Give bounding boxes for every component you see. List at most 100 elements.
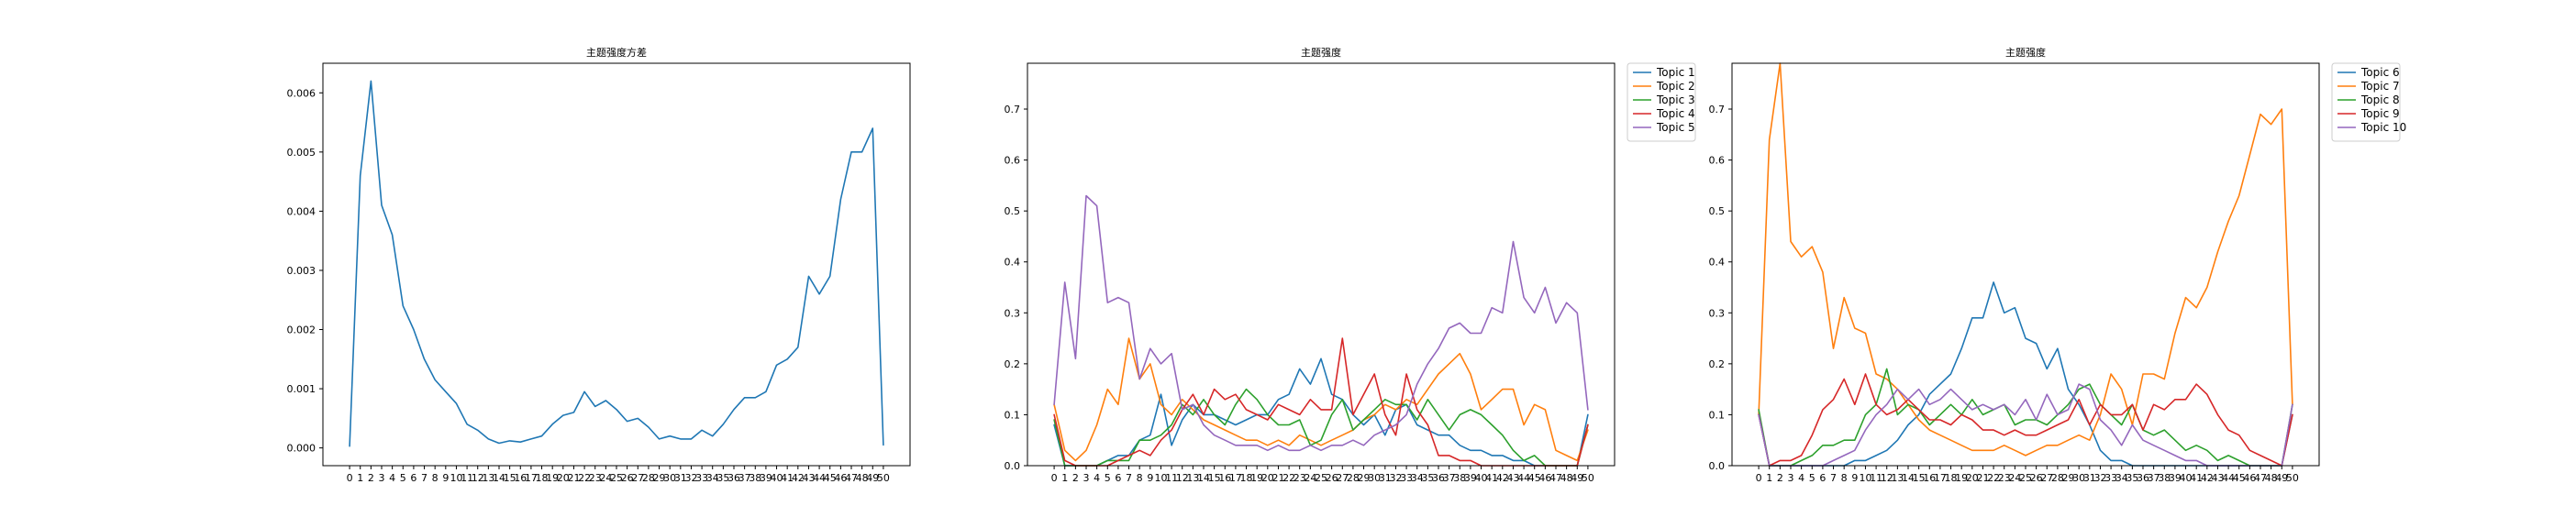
- y-tick-label: 0.7: [1005, 104, 1021, 116]
- y-tick-label: 0.3: [1709, 307, 1726, 319]
- y-tick-label: 0.002: [287, 324, 316, 336]
- x-tick-label: 37: [1443, 472, 1456, 484]
- x-tick-label: 11: [1870, 472, 1882, 484]
- x-tick-label: 3: [379, 472, 385, 484]
- chart-title: 主题强度: [2005, 46, 2046, 59]
- x-tick-label: 17: [1229, 472, 1242, 484]
- x-tick-label: 48: [2265, 472, 2278, 484]
- x-tick-label: 48: [1560, 472, 1573, 484]
- x-tick-label: 37: [738, 472, 751, 484]
- x-tick-label: 36: [2137, 472, 2149, 484]
- y-tick-label: 0.2: [1005, 358, 1021, 370]
- y-tick-label: 0.0: [1005, 460, 1021, 472]
- x-tick-label: 36: [1432, 472, 1445, 484]
- x-tick-label: 39: [2169, 472, 2182, 484]
- x-tick-label: 49: [1571, 472, 1583, 484]
- y-tick-label: 0.0: [1709, 460, 1726, 472]
- y-tick-label: 0.5: [1709, 205, 1726, 217]
- x-tick-label: 1: [1061, 472, 1068, 484]
- x-tick-label: 25: [610, 472, 623, 484]
- x-tick-label: 1: [357, 472, 363, 484]
- axes-frame: [1027, 62, 1616, 467]
- x-tick-label: 6: [1819, 472, 1826, 484]
- y-tick-label: 0.000: [287, 443, 316, 455]
- x-tick-label: 26: [621, 472, 634, 484]
- x-tick-label: 32: [2093, 472, 2106, 484]
- x-tick-label: 30: [2072, 472, 2085, 484]
- legend-label: Topic 6: [2360, 66, 2400, 79]
- x-tick-label: 13: [1186, 472, 1199, 484]
- x-tick-label: 25: [2019, 472, 2032, 484]
- x-tick-label: 38: [1453, 472, 1466, 484]
- x-tick-label: 27: [2040, 472, 2053, 484]
- x-tick-label: 28: [642, 472, 655, 484]
- x-tick-label: 40: [2180, 472, 2193, 484]
- x-tick-label: 29: [653, 472, 666, 484]
- x-tick-label: 29: [1358, 472, 1371, 484]
- x-tick-label: 14: [493, 472, 505, 484]
- x-tick-label: 36: [727, 472, 740, 484]
- x-tick-label: 28: [1347, 472, 1360, 484]
- y-tick-label: 0.3: [1005, 307, 1021, 319]
- x-tick-label: 39: [760, 472, 772, 484]
- y-tick-label: 0.6: [1005, 155, 1021, 167]
- x-tick-label: 43: [2211, 472, 2224, 484]
- series-line-topic-6: [1758, 281, 2293, 467]
- x-tick-label: 27: [631, 472, 644, 484]
- x-tick-label: 47: [2254, 472, 2267, 484]
- x-tick-label: 39: [1464, 472, 1477, 484]
- y-tick-label: 0.4: [1709, 257, 1726, 269]
- x-tick-label: 3: [1788, 472, 1794, 484]
- x-tick-label: 5: [1809, 472, 1815, 484]
- x-tick-label: 26: [2030, 472, 2043, 484]
- x-tick-label: 45: [2233, 472, 2246, 484]
- x-tick-label: 22: [1987, 472, 2000, 484]
- x-tick-label: 25: [1315, 472, 1327, 484]
- series-line-topic-3: [1053, 388, 1589, 467]
- x-tick-label: 42: [792, 472, 805, 484]
- y-tick-label: 0.4: [1005, 257, 1021, 269]
- x-tick-label: 45: [824, 472, 837, 484]
- x-tick-label: 19: [1955, 472, 1968, 484]
- legend-box: [2331, 62, 2401, 142]
- x-tick-label: 46: [834, 472, 847, 484]
- x-tick-label: 24: [1304, 472, 1316, 484]
- x-tick-label: 10: [450, 472, 462, 484]
- x-tick-label: 45: [1528, 472, 1541, 484]
- y-tick-label: 0.2: [1709, 358, 1726, 370]
- series-line-1: [349, 80, 884, 447]
- x-tick-label: 15: [1913, 472, 1926, 484]
- x-tick-label: 46: [2243, 472, 2256, 484]
- x-tick-label: 43: [802, 472, 815, 484]
- series-line-topic-1: [1053, 358, 1589, 467]
- x-tick-label: 20: [1966, 472, 1979, 484]
- chart-title: 主题强度: [1301, 46, 1341, 59]
- x-tick-label: 33: [1400, 472, 1413, 484]
- legend-label: Topic 8: [2360, 94, 2400, 106]
- x-tick-label: 34: [1411, 472, 1424, 484]
- x-tick-label: 49: [2275, 472, 2288, 484]
- series-line-topic-8: [1758, 368, 2293, 467]
- x-tick-label: 38: [749, 472, 761, 484]
- x-tick-label: 1: [1766, 472, 1772, 484]
- x-tick-label: 31: [2083, 472, 2096, 484]
- x-tick-label: 34: [706, 472, 719, 484]
- x-tick-label: 35: [716, 472, 729, 484]
- x-tick-label: 9: [1851, 472, 1858, 484]
- x-tick-label: 21: [1271, 472, 1284, 484]
- y-tick-label: 0.003: [287, 265, 316, 277]
- x-tick-label: 6: [1115, 472, 1121, 484]
- x-tick-label: 40: [771, 472, 783, 484]
- legend-label: Topic 9: [2360, 107, 2400, 120]
- x-tick-label: 8: [432, 472, 439, 484]
- x-tick-label: 23: [1998, 472, 2011, 484]
- axes-frame: [322, 62, 911, 467]
- x-tick-label: 17: [1934, 472, 1947, 484]
- x-tick-label: 50: [877, 472, 890, 484]
- x-tick-label: 4: [389, 472, 395, 484]
- x-tick-label: 21: [1976, 472, 1989, 484]
- x-tick-label: 15: [1208, 472, 1221, 484]
- x-tick-label: 27: [1336, 472, 1349, 484]
